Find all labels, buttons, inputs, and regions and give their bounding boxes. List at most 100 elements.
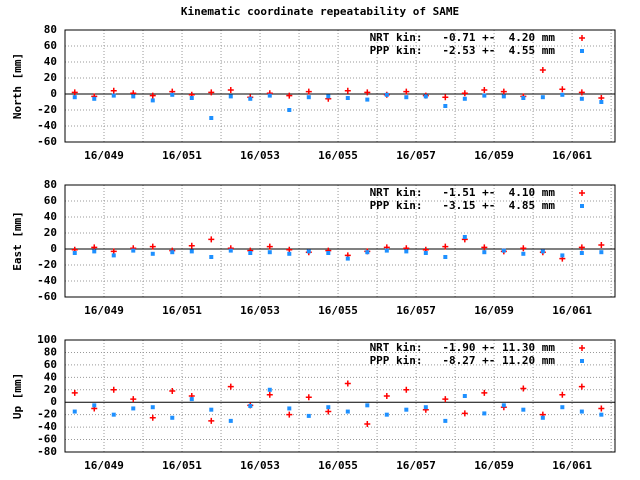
y-tick-label: -20 [37, 408, 57, 421]
y-tick-label: -20 [37, 103, 57, 116]
x-tick-label: 16/061 [552, 304, 592, 317]
point [305, 88, 312, 95]
y-tick-label: -60 [37, 290, 57, 303]
x-tick-label: 16/053 [240, 149, 280, 162]
y-tick-label: 60 [44, 358, 57, 371]
point [579, 409, 584, 414]
point [539, 67, 546, 73]
point [267, 93, 272, 98]
point [501, 248, 506, 253]
point [384, 92, 389, 97]
point [189, 249, 194, 254]
x-tick-label: 16/049 [84, 304, 124, 317]
point [560, 253, 565, 258]
point [578, 383, 585, 390]
y-tick-label: 20 [44, 226, 57, 239]
point [423, 251, 428, 255]
legend-label: NRT kin: -1.90 +- 11.30 mm [370, 341, 556, 354]
y-tick-label: 80 [44, 178, 57, 191]
x-tick-label: 16/057 [396, 304, 436, 317]
point [482, 93, 487, 98]
y-axis-label: North [mm] [11, 53, 24, 119]
point [403, 386, 410, 393]
point [442, 396, 449, 403]
y-tick-label: 40 [44, 55, 57, 68]
point [71, 389, 78, 396]
point [169, 388, 176, 395]
point [520, 385, 527, 392]
point [131, 406, 136, 411]
legend-marker [579, 35, 585, 41]
point [170, 250, 175, 255]
point [248, 251, 253, 255]
y-tick-label: -40 [37, 119, 57, 132]
y-tick-label: 0 [50, 242, 57, 255]
point [228, 94, 233, 99]
point [131, 94, 136, 99]
y-tick-label: 0 [50, 395, 57, 408]
point [72, 409, 77, 414]
point [482, 250, 487, 255]
point [248, 403, 253, 408]
y-axis-label: East [mm] [11, 211, 24, 271]
y-tick-label: 60 [44, 194, 57, 207]
y-tick-label: 40 [44, 210, 57, 223]
legend-label: PPP kin: -2.53 +- 4.55 mm [370, 44, 556, 57]
point [462, 96, 467, 101]
point [599, 250, 604, 255]
point [404, 95, 409, 100]
legend-marker [580, 359, 584, 363]
point [325, 408, 332, 415]
x-tick-label: 16/059 [474, 149, 514, 162]
point [598, 405, 605, 412]
y-tick-label: -60 [37, 433, 57, 446]
point [344, 380, 351, 387]
point [383, 393, 390, 399]
point [578, 89, 585, 96]
point [149, 243, 156, 250]
point [326, 251, 331, 255]
point [227, 87, 234, 93]
point [170, 92, 175, 97]
point [266, 243, 273, 250]
legend-label: NRT kin: -0.71 +- 4.20 mm [370, 31, 556, 44]
point [540, 415, 545, 420]
point [208, 236, 215, 243]
x-tick-label: 16/049 [84, 149, 124, 162]
point [384, 248, 389, 253]
point [227, 383, 234, 390]
point [442, 94, 449, 101]
point [442, 243, 449, 250]
x-tick-label: 16/053 [240, 304, 280, 317]
y-tick-label: -40 [37, 274, 57, 287]
y-tick-label: -40 [37, 420, 57, 433]
point [344, 87, 351, 94]
point [326, 94, 331, 99]
x-tick-label: 16/061 [552, 149, 592, 162]
y-tick-label: 40 [44, 370, 57, 383]
y-tick-label: 80 [44, 23, 57, 36]
point [287, 251, 292, 256]
point [189, 397, 194, 402]
point [423, 405, 428, 410]
y-tick-label: 80 [44, 345, 57, 358]
point [461, 410, 468, 417]
legend-marker [579, 190, 585, 196]
point [461, 90, 468, 97]
point [188, 242, 195, 249]
point [286, 92, 293, 99]
y-tick-label: -60 [37, 135, 57, 148]
x-tick-label: 16/051 [162, 149, 202, 162]
point [209, 255, 214, 259]
x-tick-label: 16/055 [318, 304, 358, 317]
point [150, 251, 155, 256]
x-tick-label: 16/055 [318, 149, 358, 162]
x-tick-label: 16/053 [240, 459, 280, 472]
point [364, 421, 371, 427]
point [208, 417, 215, 424]
point [209, 116, 214, 120]
point [326, 405, 331, 410]
point [365, 97, 370, 102]
point [423, 94, 428, 99]
point [306, 413, 311, 418]
